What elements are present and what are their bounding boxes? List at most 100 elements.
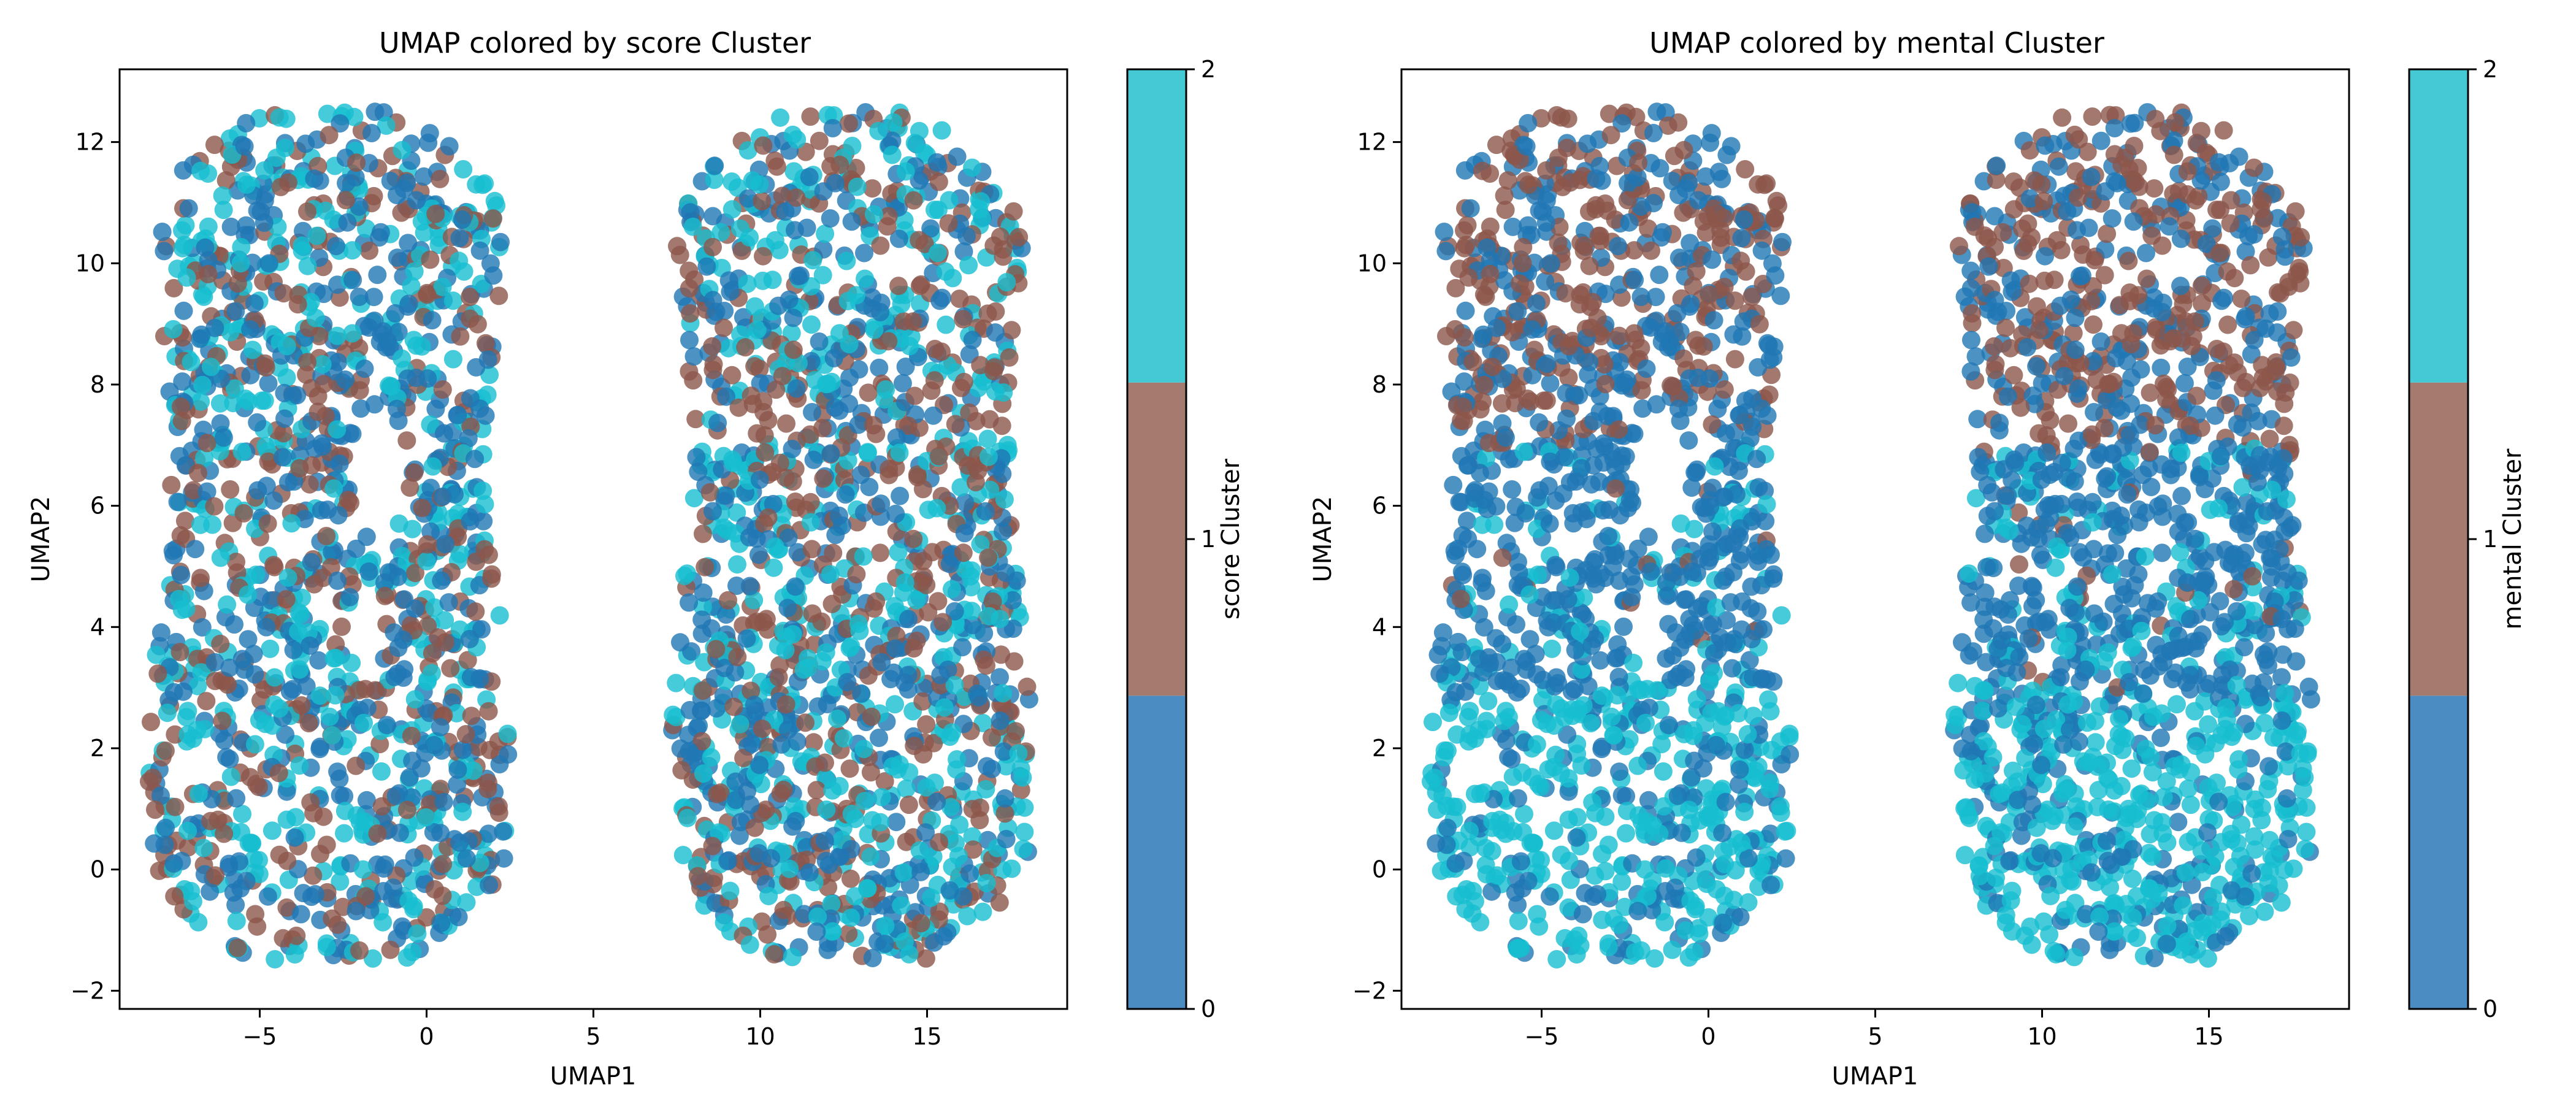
scatter-point — [950, 815, 969, 834]
scatter-point — [1600, 104, 1619, 123]
scatter-point — [283, 680, 302, 699]
scatter-point — [2272, 228, 2291, 247]
scatter-point — [2085, 403, 2103, 421]
scatter-point — [2009, 503, 2028, 522]
scatter-point — [1702, 124, 1721, 143]
scatter-point — [195, 448, 213, 467]
scatter-point — [276, 725, 295, 744]
scatter-point — [2229, 147, 2248, 166]
scatter-point — [808, 697, 827, 716]
scatter-point — [364, 288, 383, 307]
scatter-point — [389, 412, 408, 431]
scatter-point — [740, 528, 759, 547]
scatter-point — [914, 567, 933, 586]
scatter-point — [731, 219, 749, 238]
scatter-point — [840, 759, 859, 778]
scatter-point — [270, 699, 289, 718]
scatter-point — [343, 241, 362, 260]
scatter-point — [697, 257, 716, 276]
scatter-point — [778, 599, 797, 618]
scatter-point — [929, 172, 948, 191]
scatter-point — [353, 860, 372, 879]
scatter-point — [728, 648, 747, 667]
scatter-point — [694, 524, 712, 543]
scatter-point — [776, 468, 795, 487]
scatter-point — [326, 686, 345, 705]
scatter-point — [2133, 466, 2152, 485]
scatter-point — [461, 288, 480, 307]
scatter-point — [966, 473, 985, 492]
scatter-point — [434, 854, 453, 873]
scatter-point — [940, 881, 959, 900]
scatter-point — [700, 483, 719, 502]
scatter-point — [405, 262, 424, 281]
scatter-point — [678, 808, 697, 827]
scatter-point — [164, 854, 183, 873]
scatter-point — [1652, 735, 1671, 754]
scatter-point — [186, 540, 205, 559]
scatter-point — [175, 512, 194, 531]
x-axis-ticks: −5 0 5 10 15 — [242, 1009, 942, 1050]
scatter-point — [1473, 392, 1492, 411]
scatter-point — [897, 780, 916, 798]
scatter-point — [745, 357, 764, 376]
scatter-point — [2141, 383, 2160, 402]
scatter-point — [370, 332, 389, 351]
scatter-point — [245, 294, 264, 313]
scatter-point — [197, 482, 217, 501]
scatter-point — [448, 760, 467, 779]
scatter-point — [1639, 791, 1658, 810]
scatter-point — [362, 124, 381, 142]
scatter-point — [335, 802, 355, 821]
scatter-point — [955, 524, 974, 543]
scatter-point — [754, 247, 772, 266]
scatter-point — [772, 735, 791, 754]
scatter-point — [211, 548, 230, 567]
scatter-point — [498, 724, 517, 743]
scatter-point — [680, 362, 699, 381]
scatter-point — [702, 748, 721, 767]
scatter-point — [227, 789, 246, 808]
scatter-point — [976, 780, 995, 799]
scatter-point — [693, 681, 712, 700]
scatter-point — [436, 535, 455, 554]
scatter-point — [841, 840, 861, 859]
scatter-point — [426, 399, 445, 418]
scatter-point — [765, 945, 784, 964]
scatter-point — [841, 869, 860, 888]
scatter-point — [943, 580, 961, 599]
scatter-point — [1536, 272, 1555, 291]
x-axis-label: UMAP1 — [550, 1062, 637, 1091]
scatter-point — [785, 797, 804, 816]
scatter-point — [929, 910, 948, 929]
scatter-point — [256, 354, 275, 373]
scatter-point — [288, 386, 307, 405]
scatter-point — [316, 201, 335, 220]
scatter-point — [2145, 949, 2164, 967]
scatter-point — [155, 835, 174, 854]
scatter-point — [849, 360, 868, 379]
scatter-point — [478, 350, 497, 369]
scatter-point — [347, 539, 366, 558]
scatter-point — [494, 822, 513, 841]
scatter-point — [1760, 385, 1779, 404]
scatter-point — [703, 361, 723, 380]
scatter-point — [1010, 228, 1029, 247]
scatter-point — [210, 394, 229, 413]
scatter-point — [1761, 824, 1780, 843]
scatter-point — [997, 273, 1016, 292]
scatter-point — [417, 908, 436, 927]
scatter-point — [1005, 652, 1024, 671]
scatter-point — [816, 643, 835, 662]
scatter-point — [289, 622, 308, 641]
scatter-point — [408, 924, 427, 943]
scatter-point — [921, 219, 940, 238]
scatter-point — [258, 887, 277, 906]
scatter-point — [823, 922, 842, 941]
scatter-point — [863, 949, 882, 967]
scatter-point — [1571, 603, 1590, 622]
scatter-point — [476, 334, 495, 353]
scatter-point — [292, 696, 311, 715]
scatter-point — [256, 715, 275, 734]
colorbar-label: score Cluster — [1217, 458, 1245, 619]
